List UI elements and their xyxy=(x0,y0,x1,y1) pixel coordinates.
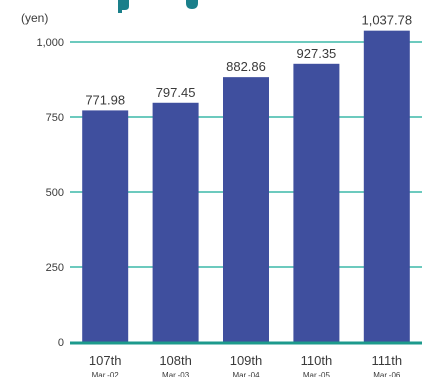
x-tick-sublabel: Mar.-04 xyxy=(232,371,260,377)
y-tick-labels: 0 250 500 750 1,000 xyxy=(36,37,64,349)
data-label: 927.35 xyxy=(297,46,337,61)
bar xyxy=(152,102,199,342)
x-tick-label: 109th xyxy=(230,353,263,368)
y-tick-label: 750 xyxy=(46,112,64,124)
x-tick-label: 108th xyxy=(159,353,192,368)
y-tick-label: 500 xyxy=(46,187,64,199)
y-tick-label: 250 xyxy=(46,262,64,274)
x-tick-labels: 107th Mar.-02 108th Mar.-03 109th Mar.-04 110t… xyxy=(89,353,402,377)
y-unit-label: (yen) xyxy=(21,11,48,25)
cropped-title-fragment xyxy=(118,0,198,13)
data-label: 771.98 xyxy=(85,92,125,107)
x-tick-sublabel: Mar.-02 xyxy=(92,371,120,377)
y-tick-label: 0 xyxy=(58,337,64,349)
data-label: 882.86 xyxy=(226,59,266,74)
x-tick-sublabel: Mar.-06 xyxy=(373,371,401,377)
bar xyxy=(363,30,410,342)
data-label: 797.45 xyxy=(156,85,196,100)
x-tick-sublabel: Mar.-03 xyxy=(162,371,190,377)
bar xyxy=(223,77,269,342)
x-tick-label: 110th xyxy=(301,353,333,368)
x-tick-sublabel: Mar.-05 xyxy=(303,371,331,377)
bar xyxy=(82,110,129,342)
x-tick-label: 111th xyxy=(371,353,402,368)
bars xyxy=(82,30,410,343)
x-tick-label: 107th xyxy=(89,353,122,368)
bar xyxy=(293,63,340,343)
y-tick-label: 1,000 xyxy=(36,37,64,49)
data-label: 1,037.78 xyxy=(361,13,412,28)
data-labels: 771.98 797.45 882.86 927.35 1,037.78 xyxy=(85,13,412,108)
